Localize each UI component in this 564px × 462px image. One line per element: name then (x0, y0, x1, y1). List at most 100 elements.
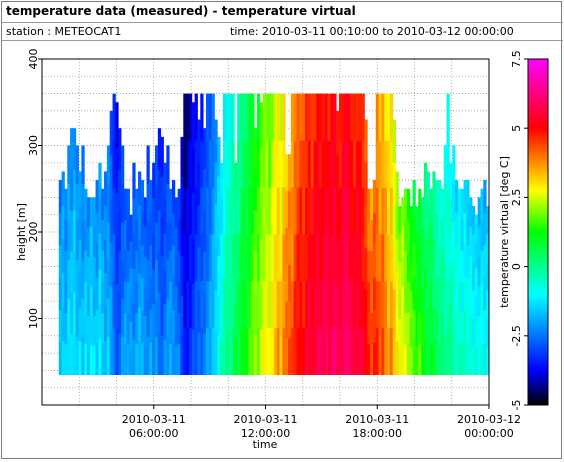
heatmap-cell (171, 212, 176, 246)
heatmap-cell (466, 244, 470, 278)
heatmap-cell (446, 327, 450, 376)
heatmap-cell (106, 298, 111, 337)
heatmap-cell (135, 343, 139, 376)
heatmap-cell (234, 268, 238, 305)
heatmap-cell (231, 93, 235, 141)
x-tick-time: 06:00:00 (129, 427, 178, 440)
heatmap-cell (129, 268, 133, 296)
heatmap-cell (64, 343, 68, 376)
heatmap-cell (87, 256, 91, 287)
heatmap-cell (177, 281, 181, 314)
heatmap-cell (415, 290, 419, 319)
colorbar-ticks: -5 -2.5 0 2.5 5 7.5 (510, 50, 528, 410)
heatmap-cell (248, 140, 252, 188)
heatmap-cell (163, 268, 167, 305)
heatmap-cell (384, 327, 388, 376)
heatmap-cell (429, 188, 433, 221)
heatmap-cell (259, 238, 263, 285)
heatmap-cell (180, 335, 184, 376)
heatmap-cell (106, 145, 111, 184)
heatmap-cell (404, 250, 408, 283)
colorbar-tick-label: 5 (510, 125, 523, 132)
heatmap-cell (149, 277, 153, 311)
heatmap-cell (87, 226, 91, 257)
heatmap-cell (135, 281, 139, 314)
heatmap-cell (67, 221, 71, 261)
heatmap-cell (115, 283, 119, 330)
heatmap-cell (205, 281, 210, 329)
heatmap-cell (355, 140, 360, 188)
heatmap-cell (254, 169, 258, 211)
heatmap-cell (290, 187, 295, 235)
heatmap-cell (132, 162, 136, 199)
heatmap-cell (305, 327, 309, 376)
heatmap-cell (341, 234, 346, 282)
heatmap-cell (319, 187, 323, 235)
heatmap-cell (310, 327, 314, 376)
heatmap-cell (163, 304, 167, 340)
heatmap-cell (313, 281, 317, 329)
heatmap-cell (254, 292, 258, 334)
heatmap-cell (231, 187, 235, 235)
heatmap-cell (370, 188, 374, 221)
heatmap-cell (259, 147, 263, 194)
heatmap-cell (84, 281, 88, 314)
heatmap-cell (336, 110, 340, 156)
heatmap-cell (157, 210, 162, 252)
heatmap-cell (109, 110, 113, 156)
heatmap-cell (409, 346, 413, 376)
heatmap-cell (203, 251, 207, 293)
heatmap-cell (344, 187, 348, 235)
heatmap-cell (84, 343, 88, 376)
heatmap-cell (440, 312, 445, 345)
heatmap-cell (208, 140, 213, 188)
heatmap-cell (89, 345, 94, 376)
heatmap-cell (378, 93, 382, 141)
heatmap-cell (395, 205, 399, 240)
heatmap-cell (64, 312, 68, 345)
heatmap-cell (115, 147, 119, 194)
heatmap-cell (135, 219, 139, 252)
heatmap-cell (398, 318, 402, 347)
heatmap-cell (245, 93, 249, 141)
heatmap-cell (313, 327, 317, 376)
heatmap-cell (98, 339, 102, 376)
heatmap-cell (381, 327, 385, 376)
heatmap-cell (435, 180, 439, 213)
heatmap-cell (401, 286, 405, 316)
heatmap-cell (254, 333, 258, 376)
heatmap-cell (322, 140, 326, 188)
heatmap-cell (70, 292, 74, 334)
heatmap-cell (327, 140, 331, 188)
heatmap-cell (180, 295, 184, 336)
heatmap-cell (483, 212, 487, 246)
heatmap-cell (245, 327, 249, 376)
heatmap-cell (251, 234, 255, 282)
heatmap-cell (293, 327, 297, 376)
heatmap-cell (387, 281, 391, 329)
heatmap-cell (370, 281, 374, 314)
heatmap-cell (392, 289, 396, 333)
heatmap-cell (435, 309, 439, 343)
heatmap-cell (177, 343, 181, 376)
heatmap-cell (375, 281, 380, 329)
heatmap-cell (279, 281, 283, 329)
heatmap-cell (336, 154, 340, 200)
heatmap-cell (358, 187, 363, 235)
heatmap-cell (155, 145, 159, 184)
heatmap-cell (423, 198, 428, 234)
heatmap-cell (367, 312, 371, 345)
heatmap-cell (438, 277, 442, 311)
heatmap-cell (469, 226, 473, 257)
heatmap-cell (214, 204, 218, 248)
heatmap-cell (171, 244, 176, 278)
heatmap-cell (138, 273, 142, 308)
heatmap-cell (432, 205, 436, 240)
heatmap-cell (404, 312, 408, 345)
heatmap-cell (152, 268, 156, 305)
heatmap-cell (115, 193, 119, 239)
heatmap-cell (106, 260, 111, 299)
heatmap-cell (242, 187, 246, 235)
heatmap-cell (463, 342, 467, 376)
heatmap-cell (429, 219, 433, 252)
